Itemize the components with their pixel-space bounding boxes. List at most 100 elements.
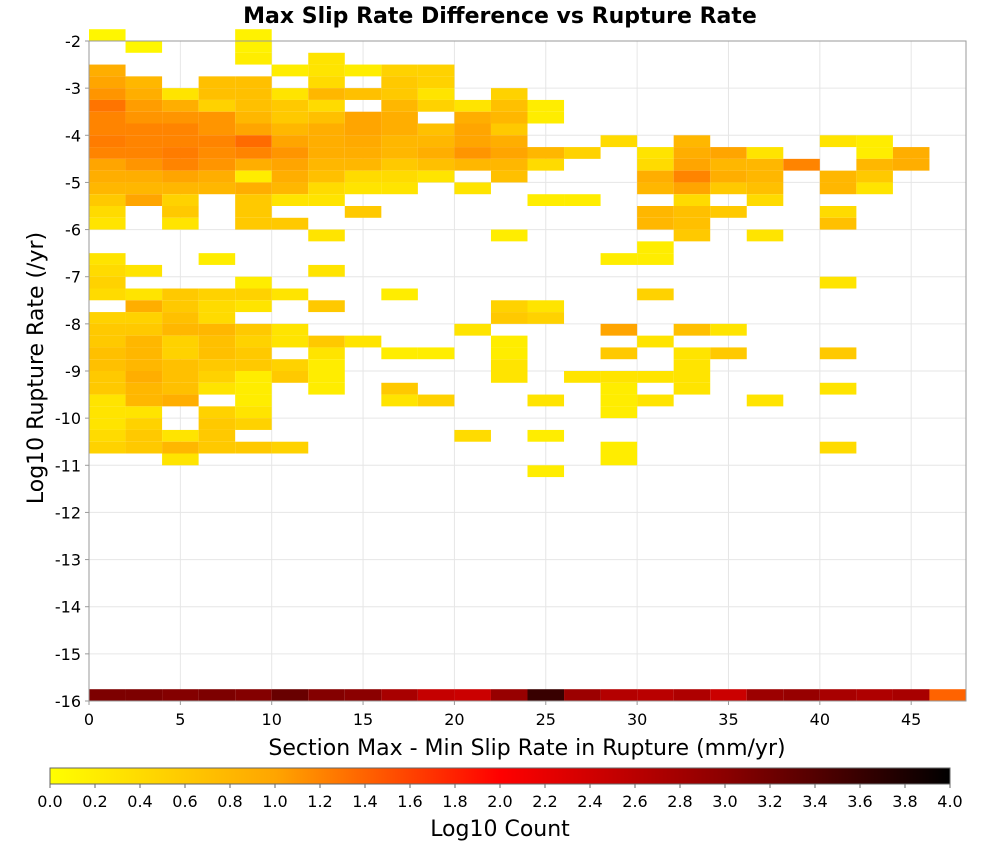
heatmap-cell [381,347,418,360]
heatmap-cell [235,41,272,53]
y-tick-label: -16 [55,692,81,711]
heatmap-cell [198,123,236,136]
heatmap-cell [527,99,565,112]
heatmap-cell [162,217,199,230]
heatmap-cell [600,371,638,383]
heatmap-cell [344,88,382,100]
heatmap-cell [819,135,857,148]
heatmap-cell [637,253,674,265]
heatmap-cell [125,359,163,371]
heatmap-cell [89,371,126,383]
heatmap-cell [235,288,272,301]
heatmap-cell [271,88,309,100]
heatmap-cell [89,182,126,195]
heatmap-cell [856,147,893,159]
heatmap-cell [89,135,126,148]
heatmap-cell [454,182,491,195]
heatmap-cell [125,170,163,183]
colorbar-tick-label: 3.6 [847,792,872,811]
heatmap-cell [235,300,272,313]
heatmap-cell [490,229,528,242]
heatmap-cell [819,276,857,289]
heatmap-cell [198,158,236,171]
heatmap-cell [198,347,236,360]
heatmap-cell [819,217,857,230]
heatmap-cell [417,123,455,136]
heatmap-cell [819,182,857,195]
heatmap-cell [235,99,272,112]
heatmap-cell [125,123,163,136]
heatmap-cell [856,689,893,701]
colorbar-tick-label: 0.2 [82,792,107,811]
heatmap-cell [710,689,747,701]
heatmap-cell [600,382,638,395]
heatmap-cell [198,382,236,395]
heatmap-cell [600,406,638,419]
heatmap-cell [381,288,418,301]
heatmap-cell [490,689,528,701]
heatmap-cell [454,135,491,148]
heatmap-cell [344,147,382,159]
heatmap-cell [637,170,674,183]
heatmap-cell [308,64,345,77]
heatmap-cell [162,111,199,124]
heatmap-cell [344,123,382,136]
heatmap-cell [235,123,272,136]
heatmap-cell [308,123,345,136]
heatmap-cell [89,123,126,136]
heatmap-cell [381,88,418,100]
heatmap-cell [417,99,455,112]
heatmap-cell [819,689,857,701]
heatmap-cell [125,194,163,206]
heatmap-cell [89,347,126,360]
heatmap-cell [710,323,747,336]
heatmap-cell [527,111,565,124]
heatmap-cell [162,147,199,159]
heatmap-cell [673,147,711,159]
heatmap-cell [125,394,163,407]
heatmap-cell [125,111,163,124]
heatmap-cell [271,64,309,77]
heatmap-cell [89,64,126,77]
heatmap-cell [673,229,711,242]
y-tick-label: -15 [55,645,81,664]
heatmap-cell [490,371,528,383]
heatmap-cell [89,147,126,159]
heatmap-cell [417,394,455,407]
heatmap-cell [271,135,309,148]
heatmap-cell [198,135,236,148]
heatmap-cell [235,158,272,171]
heatmap-cell [856,170,893,183]
x-tick-label: 25 [536,710,556,729]
heatmap-cell [344,135,382,148]
heatmap-cell [308,347,345,360]
heatmap-cell [125,76,163,89]
heatmap-cell [125,135,163,148]
colorbar-tick-label: 0.4 [127,792,152,811]
heatmap-cell [490,147,528,159]
heatmap-cell [710,182,747,195]
y-tick-label: -12 [55,503,81,522]
heatmap-cell [527,147,565,159]
colorbar-tick-label: 1.8 [442,792,467,811]
y-tick-label: -14 [55,598,81,617]
colorbar-tick-label: 2.4 [577,792,602,811]
heatmap-cell [125,429,163,442]
heatmap-cell [125,418,163,430]
heatmap-cell [673,347,711,360]
heatmap-cell [344,206,382,218]
heatmap-cell [381,158,418,171]
heatmap-cell [125,371,163,383]
heatmap-cell [125,264,163,277]
y-tick-label: -4 [65,126,81,145]
heatmap-cell [490,359,528,371]
colorbar-label: Log10 Count [430,817,570,842]
heatmap-cell [125,288,163,301]
heatmap-cell [673,158,711,171]
heatmap-cell [819,441,857,454]
heatmap-cell [162,99,199,112]
colorbar-tick-label: 0.8 [217,792,242,811]
heatmap-cell [637,335,674,348]
heatmap-cell [381,689,418,701]
heatmap-cell [89,359,126,371]
